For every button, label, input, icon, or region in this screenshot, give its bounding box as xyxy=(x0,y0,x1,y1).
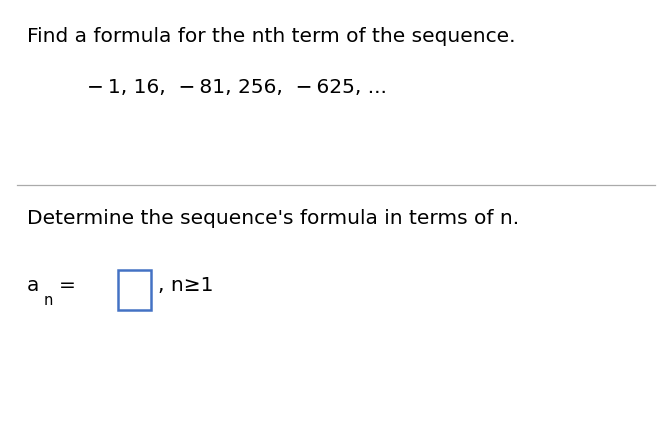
Text: Find a formula for the nth term of the sequence.: Find a formula for the nth term of the s… xyxy=(27,27,515,46)
Text: a: a xyxy=(27,276,39,295)
Text: − 1, 16,  − 81, 256,  − 625, ...: − 1, 16, − 81, 256, − 625, ... xyxy=(87,78,387,97)
Text: =: = xyxy=(59,276,76,295)
Text: Determine the sequence's formula in terms of n.: Determine the sequence's formula in term… xyxy=(27,209,519,228)
Text: , n≥1: , n≥1 xyxy=(158,276,213,295)
Text: n: n xyxy=(44,293,53,308)
